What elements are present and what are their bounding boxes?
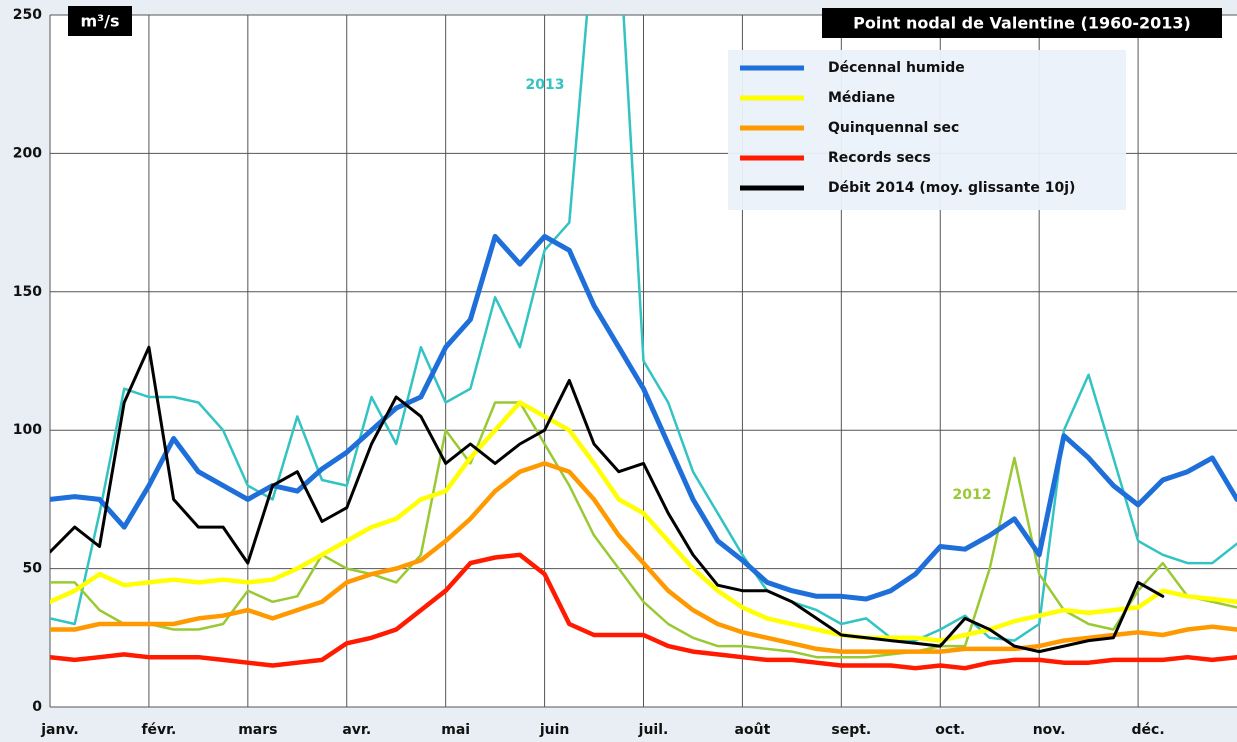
x-tick-label: janv. (40, 722, 79, 738)
x-tick-label: nov. (1033, 722, 1066, 738)
series-line (50, 552, 1237, 671)
series-annotation: 2012 (953, 487, 992, 503)
y-tick-label: 0 (32, 699, 42, 715)
x-tick-label: août (735, 722, 771, 738)
series-line (50, 461, 1237, 654)
series-line (50, 15, 1237, 642)
y-tick-label: 100 (13, 422, 42, 438)
title-box (822, 8, 1222, 38)
y-tick-label: 150 (13, 284, 42, 300)
x-tick-label: sept. (831, 722, 871, 738)
x-tick-label: oct. (935, 722, 965, 738)
x-tick-label: févr. (141, 722, 176, 738)
y-tick-label: 250 (13, 7, 42, 23)
y-tick-label: 50 (23, 561, 43, 577)
y-axis-unit: m³/s (80, 12, 119, 31)
y-tick-label: 200 (13, 145, 42, 161)
legend-label: Débit 2014 (moy. glissante 10j) (828, 180, 1075, 196)
unit-box (68, 6, 132, 36)
legend-label: Médiane (828, 90, 895, 106)
x-tick-label: mars (238, 722, 277, 738)
chart-title: Point nodal de Valentine (1960-2013) (853, 14, 1191, 33)
series-annotation: 2013 (526, 77, 565, 93)
x-tick-label: juil. (638, 722, 669, 738)
x-tick-label: déc. (1132, 722, 1165, 738)
series-line (50, 345, 1165, 654)
legend-label: Quinquennal sec (828, 120, 959, 136)
x-tick-label: juin (539, 722, 570, 738)
legend-label: Records secs (828, 150, 931, 166)
x-tick-label: mai (441, 722, 470, 738)
series-line (50, 401, 1237, 659)
series-line (50, 400, 1237, 643)
legend-label: Décennal humide (828, 60, 965, 76)
x-tick-label: avr. (342, 722, 371, 738)
series-line (50, 233, 1237, 602)
